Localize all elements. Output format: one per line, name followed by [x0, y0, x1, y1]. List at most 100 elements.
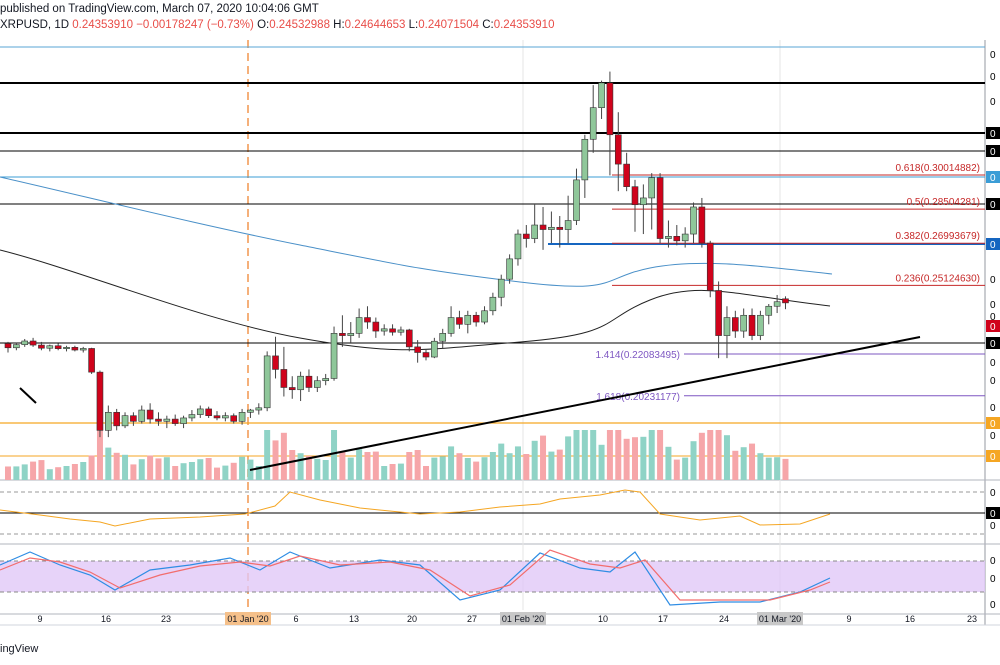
volume-bar: [322, 460, 329, 480]
volume-bar: [55, 467, 62, 480]
volume-bar: [397, 463, 404, 480]
time-axis-label: 01 Mar '20: [759, 614, 801, 624]
time-axis-label: 23: [967, 614, 977, 624]
time-axis-label: 01 Jan '20: [227, 614, 268, 624]
ascending-trendline: [249, 336, 921, 471]
volume-bar: [205, 458, 212, 480]
candle-body: [732, 317, 739, 332]
volume-bar: [648, 430, 655, 480]
candle-body: [272, 355, 279, 370]
volume-bar: [514, 446, 521, 480]
symbol-label[interactable]: XRPUSD, 1D: [0, 19, 70, 31]
candle-body: [464, 314, 472, 325]
volume-bar: [623, 438, 630, 480]
candle-body: [38, 344, 45, 349]
candle-body: [88, 348, 95, 373]
candle-body: [79, 348, 87, 351]
price-axis-tag-label: 0: [990, 312, 996, 323]
candle-body: [180, 417, 187, 424]
volume-bar: [548, 451, 555, 480]
volume-bar: [698, 432, 705, 480]
price-axis-tag-label: 0: [990, 147, 996, 158]
price-axis-tag: [986, 127, 1000, 139]
candle-body: [196, 408, 204, 415]
time-axis-label: 9: [37, 614, 42, 624]
volume-bar: [138, 459, 145, 480]
price-axis-tag-label: 0: [990, 240, 996, 251]
volume-bar: [406, 452, 413, 480]
candle-body: [121, 415, 129, 427]
candle-body: [380, 328, 388, 332]
candle-body: [130, 415, 137, 422]
close-label: C:: [482, 19, 494, 31]
stoch-band: [0, 561, 985, 592]
price-axis-tag-label: 0: [990, 200, 996, 211]
candle-body: [690, 206, 697, 235]
volume-bar: [372, 451, 379, 480]
candle-body: [665, 236, 672, 239]
volume-bar: [280, 432, 287, 480]
sma-blue-line: [0, 176, 833, 287]
volume-bar: [88, 455, 95, 480]
candle-body: [205, 408, 212, 416]
candle-body: [472, 314, 480, 323]
volume-bar: [347, 457, 354, 480]
volume-bar: [657, 430, 664, 480]
open-label: O:: [257, 19, 270, 31]
time-axis-label: 13: [349, 614, 359, 624]
volume-bar: [197, 459, 204, 480]
sma-black-line: [0, 249, 831, 351]
candle-body: [556, 226, 564, 230]
volume-bar: [46, 469, 53, 480]
volume-bar: [255, 466, 262, 480]
volume-bar: [63, 466, 70, 480]
candle-body: [21, 340, 29, 345]
candle-body: [497, 278, 505, 298]
volume-bar: [364, 452, 371, 480]
candle-body: [431, 340, 438, 358]
volume-bar: [381, 466, 388, 480]
candle-body: [188, 414, 196, 419]
volume-bar: [21, 464, 28, 480]
candle-body: [389, 328, 396, 333]
candle-body: [447, 317, 455, 334]
candle-body: [606, 82, 614, 136]
price-axis-tag-label: 0: [990, 452, 996, 463]
price-axis-tag: [986, 238, 1000, 250]
price-axis-tag-label: 0: [990, 173, 996, 184]
candle-body: [230, 415, 238, 422]
candle-body: [757, 314, 764, 336]
candle-body: [773, 301, 781, 307]
price-axis-tag-label: 0: [990, 488, 996, 499]
price-axis-tag-label: 0: [990, 129, 996, 140]
volume-bar: [456, 453, 463, 480]
price-axis-tag: [986, 273, 1000, 285]
tradingview-brand: ingView: [0, 643, 39, 655]
stoch-d-line: [0, 549, 831, 601]
price-axis-tag: [986, 417, 1000, 429]
fib-retracement-label: 0.618(0.30014882): [895, 163, 980, 174]
volume-bar: [740, 447, 747, 480]
volume-bar: [414, 450, 421, 480]
volume-bar: [38, 460, 45, 480]
drawing-segment: [19, 387, 37, 404]
candle-body: [723, 317, 731, 336]
price-axis-tag: [986, 429, 1000, 441]
price-axis-tag-label: 0: [990, 72, 996, 83]
time-axis-badge: [757, 612, 803, 625]
candle-body: [506, 258, 513, 280]
volume-bar: [439, 456, 446, 480]
volume-bar: [297, 453, 304, 480]
high-value: 0.24644653: [344, 19, 406, 31]
price-axis-tag: [986, 310, 1000, 322]
price-axis-tag: [986, 48, 1000, 60]
price-axis-tag-label: 0: [990, 275, 996, 286]
candle-body: [539, 224, 547, 230]
volume-bar: [598, 444, 605, 480]
price-axis-tag: [986, 598, 1000, 610]
candle-body: [740, 314, 747, 332]
candle-body: [414, 346, 421, 353]
price-axis-tag-label: 0: [990, 574, 996, 585]
